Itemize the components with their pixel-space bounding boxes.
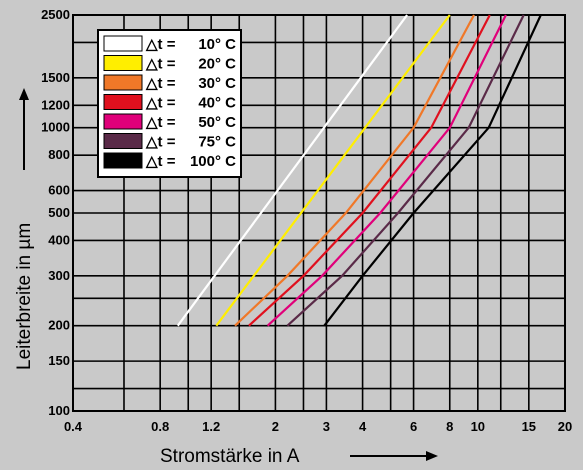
x-tick-label: 8: [446, 419, 453, 434]
y-tick-label: 1200: [41, 97, 70, 112]
x-tick-label: 3: [323, 419, 330, 434]
series-line-1: [215, 14, 451, 327]
y-tick-label: 400: [48, 232, 70, 247]
y-axis-title: Leiterbreite in µm: [14, 88, 35, 370]
series-line-4: [266, 14, 507, 327]
y-axis-label: Leiterbreite in µm: [14, 223, 35, 370]
legend-entry-5: 75° C: [198, 134, 236, 151]
legend-swatch-4: [103, 113, 143, 130]
legend-swatch-2: [103, 74, 143, 91]
y-tick-label: 800: [48, 147, 70, 162]
legend-entry-0: 10° C: [198, 36, 236, 53]
tick-labels: 0.4 0.8 1.2 2 3 4 6 8 10 15 20 100 150 200 300 400 500 60…: [41, 7, 572, 434]
series-line-2: [234, 14, 475, 327]
legend-entry-4: 50° C: [198, 114, 236, 131]
plot-frame: [72, 14, 566, 412]
series-group: [176, 14, 542, 327]
y-axis-arrow-head: [19, 88, 29, 100]
x-tick-label: 15: [522, 419, 536, 434]
x-tick-label: 4: [359, 419, 367, 434]
x-axis-title: Stromstärke in A: [160, 446, 438, 467]
legend-prefix: △t =: [145, 56, 176, 73]
legend-swatch-0: [103, 35, 143, 52]
series-line-0: [176, 14, 408, 327]
y-tick-label: 1000: [41, 120, 70, 135]
series-line-3: [248, 14, 491, 327]
y-tick-label: 100: [48, 403, 70, 418]
legend-prefix: △t =: [145, 114, 176, 131]
legend-swatch-3: [103, 94, 143, 110]
x-axis-arrow-head: [426, 451, 438, 461]
legend-entry-3: 40° C: [198, 95, 236, 112]
legend-prefix: △t =: [145, 75, 176, 92]
x-tick-label: 0.4: [64, 419, 83, 434]
legend-swatch-1: [103, 55, 143, 71]
x-tick-label: 6: [410, 419, 417, 434]
y-tick-label: 200: [48, 318, 70, 333]
legend-prefix: △t =: [145, 153, 176, 170]
y-tick-label: 1500: [41, 70, 70, 85]
legend-entry-2: 30° C: [198, 75, 236, 92]
y-tick-label: 600: [48, 183, 70, 198]
legend-prefix: △t =: [145, 95, 176, 112]
legend-swatch-6: [103, 152, 143, 169]
legend: △t = 10° C △t = 20° C △t = 30° C △t = 40° C △t =…: [97, 29, 242, 178]
legend-entry-1: 20° C: [198, 56, 236, 73]
x-tick-label: 1.2: [202, 419, 220, 434]
legend-entry-6: 100° C: [190, 153, 236, 170]
legend-prefix: △t =: [145, 36, 176, 53]
legend-swatch-5: [103, 133, 143, 149]
series-line-5: [286, 14, 525, 327]
series-line-6: [323, 14, 542, 327]
x-tick-label: 0.8: [151, 419, 169, 434]
legend-prefix: △t =: [145, 134, 176, 151]
x-tick-label: 10: [471, 419, 485, 434]
y-tick-label: 300: [48, 268, 70, 283]
x-tick-label: 20: [558, 419, 572, 434]
y-tick-label: 150: [48, 353, 70, 368]
y-tick-label: 2500: [41, 7, 70, 22]
x-tick-label: 2: [272, 419, 279, 434]
y-tick-label: 500: [48, 205, 70, 220]
x-axis-label: Stromstärke in A: [160, 446, 300, 467]
